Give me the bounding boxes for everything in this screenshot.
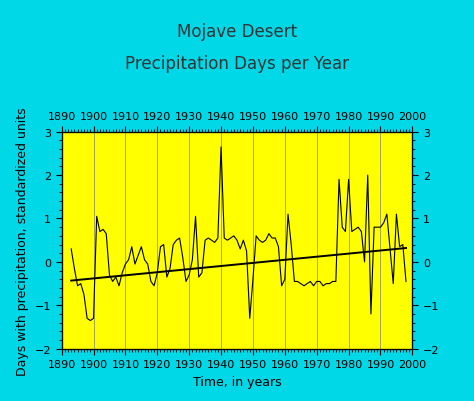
Text: Mojave Desert: Mojave Desert: [177, 23, 297, 41]
Text: Precipitation Days per Year: Precipitation Days per Year: [125, 55, 349, 73]
Y-axis label: Days with precipitation, standardized units: Days with precipitation, standardized un…: [16, 107, 29, 375]
X-axis label: Time, in years: Time, in years: [193, 375, 281, 388]
